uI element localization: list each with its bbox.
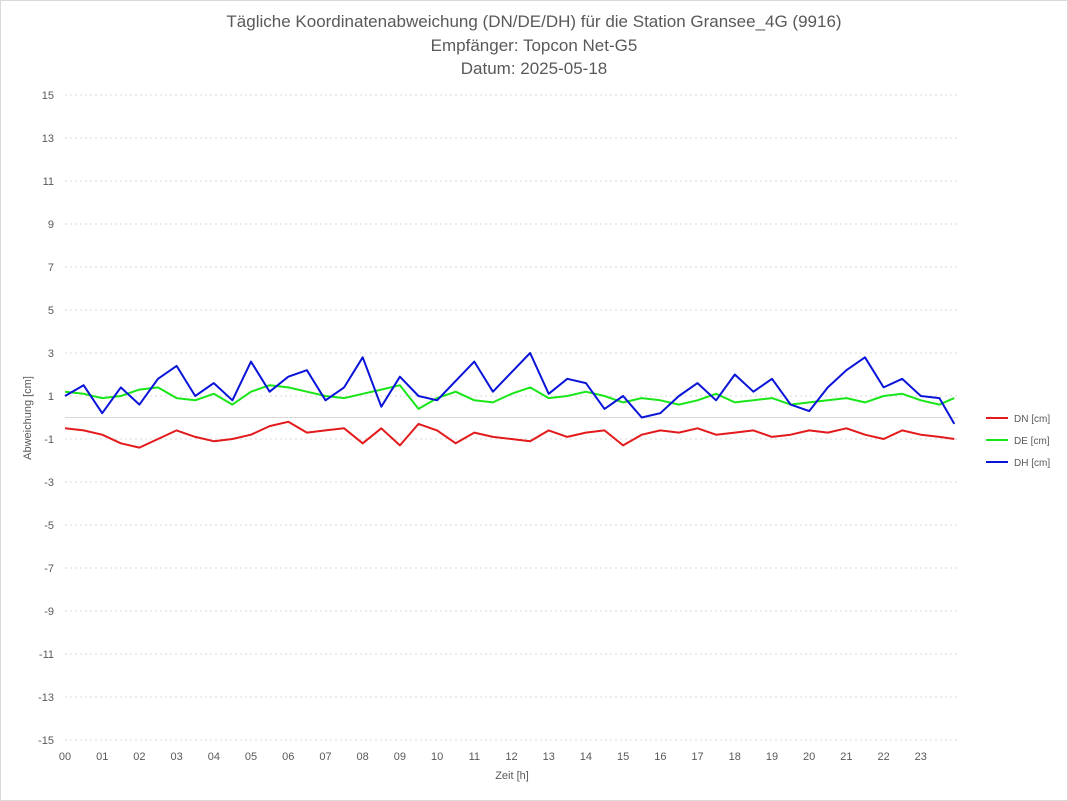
x-tick-label: 15 [617,751,629,763]
x-tick-label: 17 [691,751,703,763]
x-tick-label: 16 [654,751,666,763]
y-axis-ticks: 15 13 11 9 7 5 3 1 -1 -3 -5 -7 -9 -11 -13 -15 [38,90,54,747]
x-tick-label: 07 [319,751,331,763]
y-tick-label: -7 [44,563,54,575]
series-lines [64,352,956,449]
x-tick-label: 03 [171,751,183,763]
x-tick-label: 10 [431,751,443,763]
x-tick-label: 21 [840,751,852,763]
gridlines [65,94,958,741]
x-tick-label: 01 [96,751,108,763]
y-tick-label: 11 [43,176,54,188]
y-tick-label: 15 [42,90,54,102]
y-tick-label: 9 [48,219,54,231]
y-tick-label: 3 [48,348,54,360]
x-tick-label: 09 [394,751,406,763]
series-line-3 [64,352,956,425]
x-tick-label: 13 [543,751,555,763]
x-tick-label: 04 [208,751,220,763]
y-tick-label: -11 [39,649,54,661]
y-tick-label: -5 [44,520,54,532]
y-tick-label: 1 [48,391,54,403]
x-tick-label: 06 [282,751,294,763]
legend-label: DH [cm] [1014,458,1050,469]
y-tick-label: 7 [48,262,54,274]
series-line-1 [64,420,955,449]
x-tick-label: 02 [133,751,145,763]
series-line-2 [64,384,955,410]
x-axis-label: Zeit [h] [495,770,529,782]
x-tick-label: 00 [59,751,71,763]
y-tick-label: -1 [44,434,54,446]
x-tick-label: 19 [766,751,778,763]
x-tick-label: 18 [729,751,741,763]
y-tick-label: 5 [48,305,54,317]
y-tick-label: -3 [44,477,54,489]
legend: DN [cm] DE [cm] DH [cm] [986,414,1050,469]
chart-subtitle-receiver: Empfänger: Topcon Net-G5 [430,36,638,55]
y-tick-label: -9 [44,606,54,618]
chart-subtitle-date: Datum: 2025-05-18 [460,59,608,78]
x-tick-label: 20 [803,751,815,763]
x-tick-label: 12 [505,751,517,763]
x-tick-label: 14 [580,751,592,763]
x-tick-label: 23 [915,751,927,763]
legend-label: DE [cm] [1014,436,1050,447]
y-tick-label: 13 [42,133,54,145]
y-axis-label: Abweichung [cm] [22,376,34,460]
x-tick-label: 05 [245,751,257,763]
x-tick-label: 08 [357,751,369,763]
y-tick-label: -15 [38,735,54,747]
y-tick-label: -13 [38,692,54,704]
legend-label: DN [cm] [1014,414,1050,425]
chart-title: Tägliche Koordinatenabweichung (DN/DE/DH… [226,12,842,31]
x-tick-label: 11 [469,751,480,763]
x-axis-ticks: 00 01 02 03 04 05 06 07 08 09 10 11 12 13 14 15 16 17 18 19… [59,751,927,763]
x-tick-label: 22 [877,751,889,763]
